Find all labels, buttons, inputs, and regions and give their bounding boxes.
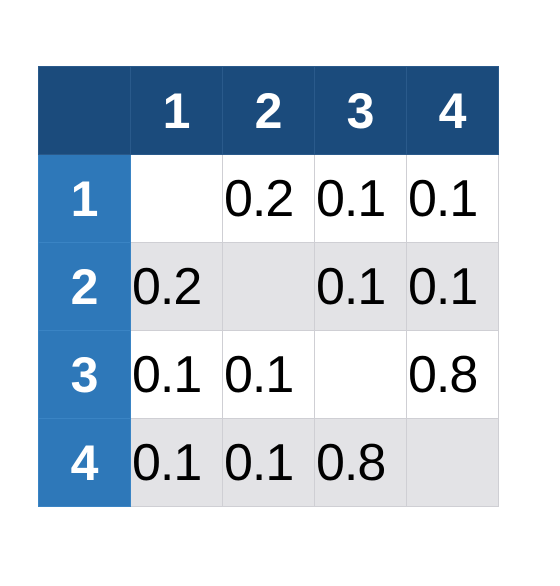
table-row: 2 0.2 0.1 0.1 [38, 242, 499, 331]
column-header-2: 2 [222, 66, 315, 155]
row-header-1: 1 [38, 154, 131, 243]
cell-4-3: 0.8 [314, 418, 407, 507]
cell-3-4: 0.8 [406, 330, 499, 419]
column-header-1: 1 [130, 66, 223, 155]
cell-1-2: 0.2 [222, 154, 315, 243]
cell-2-1: 0.2 [130, 242, 223, 331]
row-header-4: 4 [38, 418, 131, 507]
corner-cell [38, 66, 131, 155]
header-row: 1 2 3 4 [38, 66, 499, 155]
column-header-4: 4 [406, 66, 499, 155]
cell-1-3: 0.1 [314, 154, 407, 243]
cell-2-2 [222, 242, 315, 331]
cell-4-1: 0.1 [130, 418, 223, 507]
cell-3-1: 0.1 [130, 330, 223, 419]
cell-4-4 [406, 418, 499, 507]
table-row: 4 0.1 0.1 0.8 [38, 418, 499, 507]
cell-2-4: 0.1 [406, 242, 499, 331]
row-header-3: 3 [38, 330, 131, 419]
cell-3-2: 0.1 [222, 330, 315, 419]
column-header-3: 3 [314, 66, 407, 155]
cell-3-3 [314, 330, 407, 419]
table-row: 1 0.2 0.1 0.1 [38, 154, 499, 243]
cell-1-4: 0.1 [406, 154, 499, 243]
cell-2-3: 0.1 [314, 242, 407, 331]
probability-matrix: 1 2 3 4 1 0.2 0.1 0.1 2 0.2 0.1 0.1 3 0.… [38, 66, 499, 507]
table-row: 3 0.1 0.1 0.8 [38, 330, 499, 419]
row-header-2: 2 [38, 242, 131, 331]
cell-4-2: 0.1 [222, 418, 315, 507]
cell-1-1 [130, 154, 223, 243]
